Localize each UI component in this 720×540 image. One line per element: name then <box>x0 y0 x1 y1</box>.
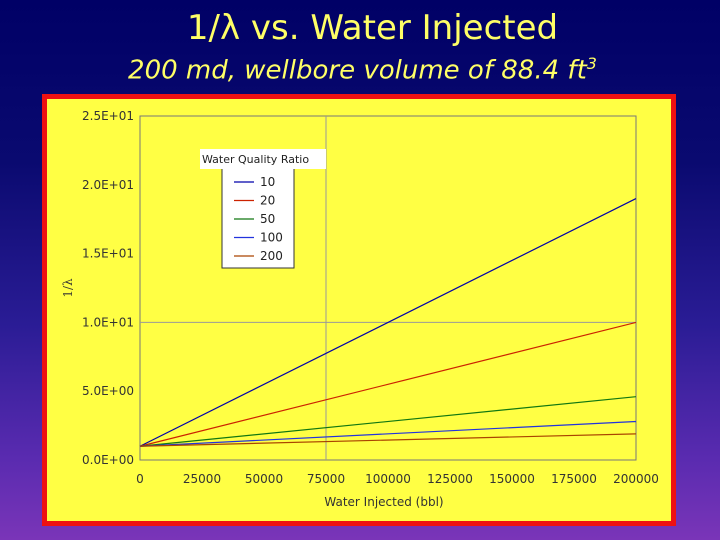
x-tick-label: 50000 <box>245 472 283 486</box>
series-lines <box>139 198 637 447</box>
slide-title: 1/λ vs. Water Injected <box>186 8 559 48</box>
slide-subtitle: 200 md, wellbore volume of 88.4 ft3 <box>0 54 720 86</box>
legend-label-200: 200 <box>260 249 283 263</box>
chart: 0 25000 50000 75000 100000 125000 150000 175000… <box>61 109 659 509</box>
x-tick-labels: 0 25000 50000 75000 100000 125000 150000 175000… <box>136 472 659 486</box>
y-axis-label: 1/λ <box>61 278 75 298</box>
subtitle-superscript: 3 <box>586 54 597 73</box>
y-tick-label: 5.0E+00 <box>82 384 134 398</box>
y-tick-label: 2.5E+01 <box>82 109 134 123</box>
x-tick-label: 175000 <box>551 472 597 486</box>
x-tick-label: 150000 <box>489 472 535 486</box>
series-line-20 <box>139 321 637 447</box>
legend-box <box>221 159 295 269</box>
series-line-100 <box>139 420 637 447</box>
series-line-10 <box>139 198 637 447</box>
x-tick-label: 75000 <box>307 472 345 486</box>
legend-label-20: 20 <box>260 194 275 208</box>
series-line-50 <box>139 396 637 447</box>
x-tick-label: 200000 <box>613 472 659 486</box>
y-tick-label: 1.0E+01 <box>82 315 134 329</box>
y-tick-label: 2.0E+01 <box>82 178 134 192</box>
y-tick-label: 1.5E+01 <box>82 247 134 261</box>
legend-label-10: 10 <box>260 175 275 189</box>
legend-title-box <box>200 149 326 169</box>
legend-label-100: 100 <box>260 231 283 245</box>
x-tick-label: 125000 <box>427 472 473 486</box>
legend: Water Quality Ratio 10 20 50 100 200 <box>200 149 326 269</box>
y-tick-label: 0.0E+00 <box>82 453 134 467</box>
y-tick-labels: 0.0E+00 5.0E+00 1.0E+01 1.5E+01 2.0E+01 2.5E+… <box>82 109 134 467</box>
x-tick-label: 0 <box>136 472 144 486</box>
x-tick-label: 100000 <box>365 472 411 486</box>
legend-title: Water Quality Ratio <box>202 153 309 166</box>
legend-label-50: 50 <box>260 212 275 226</box>
x-axis-label: Water Injected (bbl) <box>324 495 443 509</box>
x-tick-label: 25000 <box>183 472 221 486</box>
legend-items: 10 20 50 100 200 <box>234 175 283 263</box>
subtitle-text: 200 md, wellbore volume of 88.4 ft <box>128 55 587 86</box>
series-line-200 <box>139 433 637 447</box>
